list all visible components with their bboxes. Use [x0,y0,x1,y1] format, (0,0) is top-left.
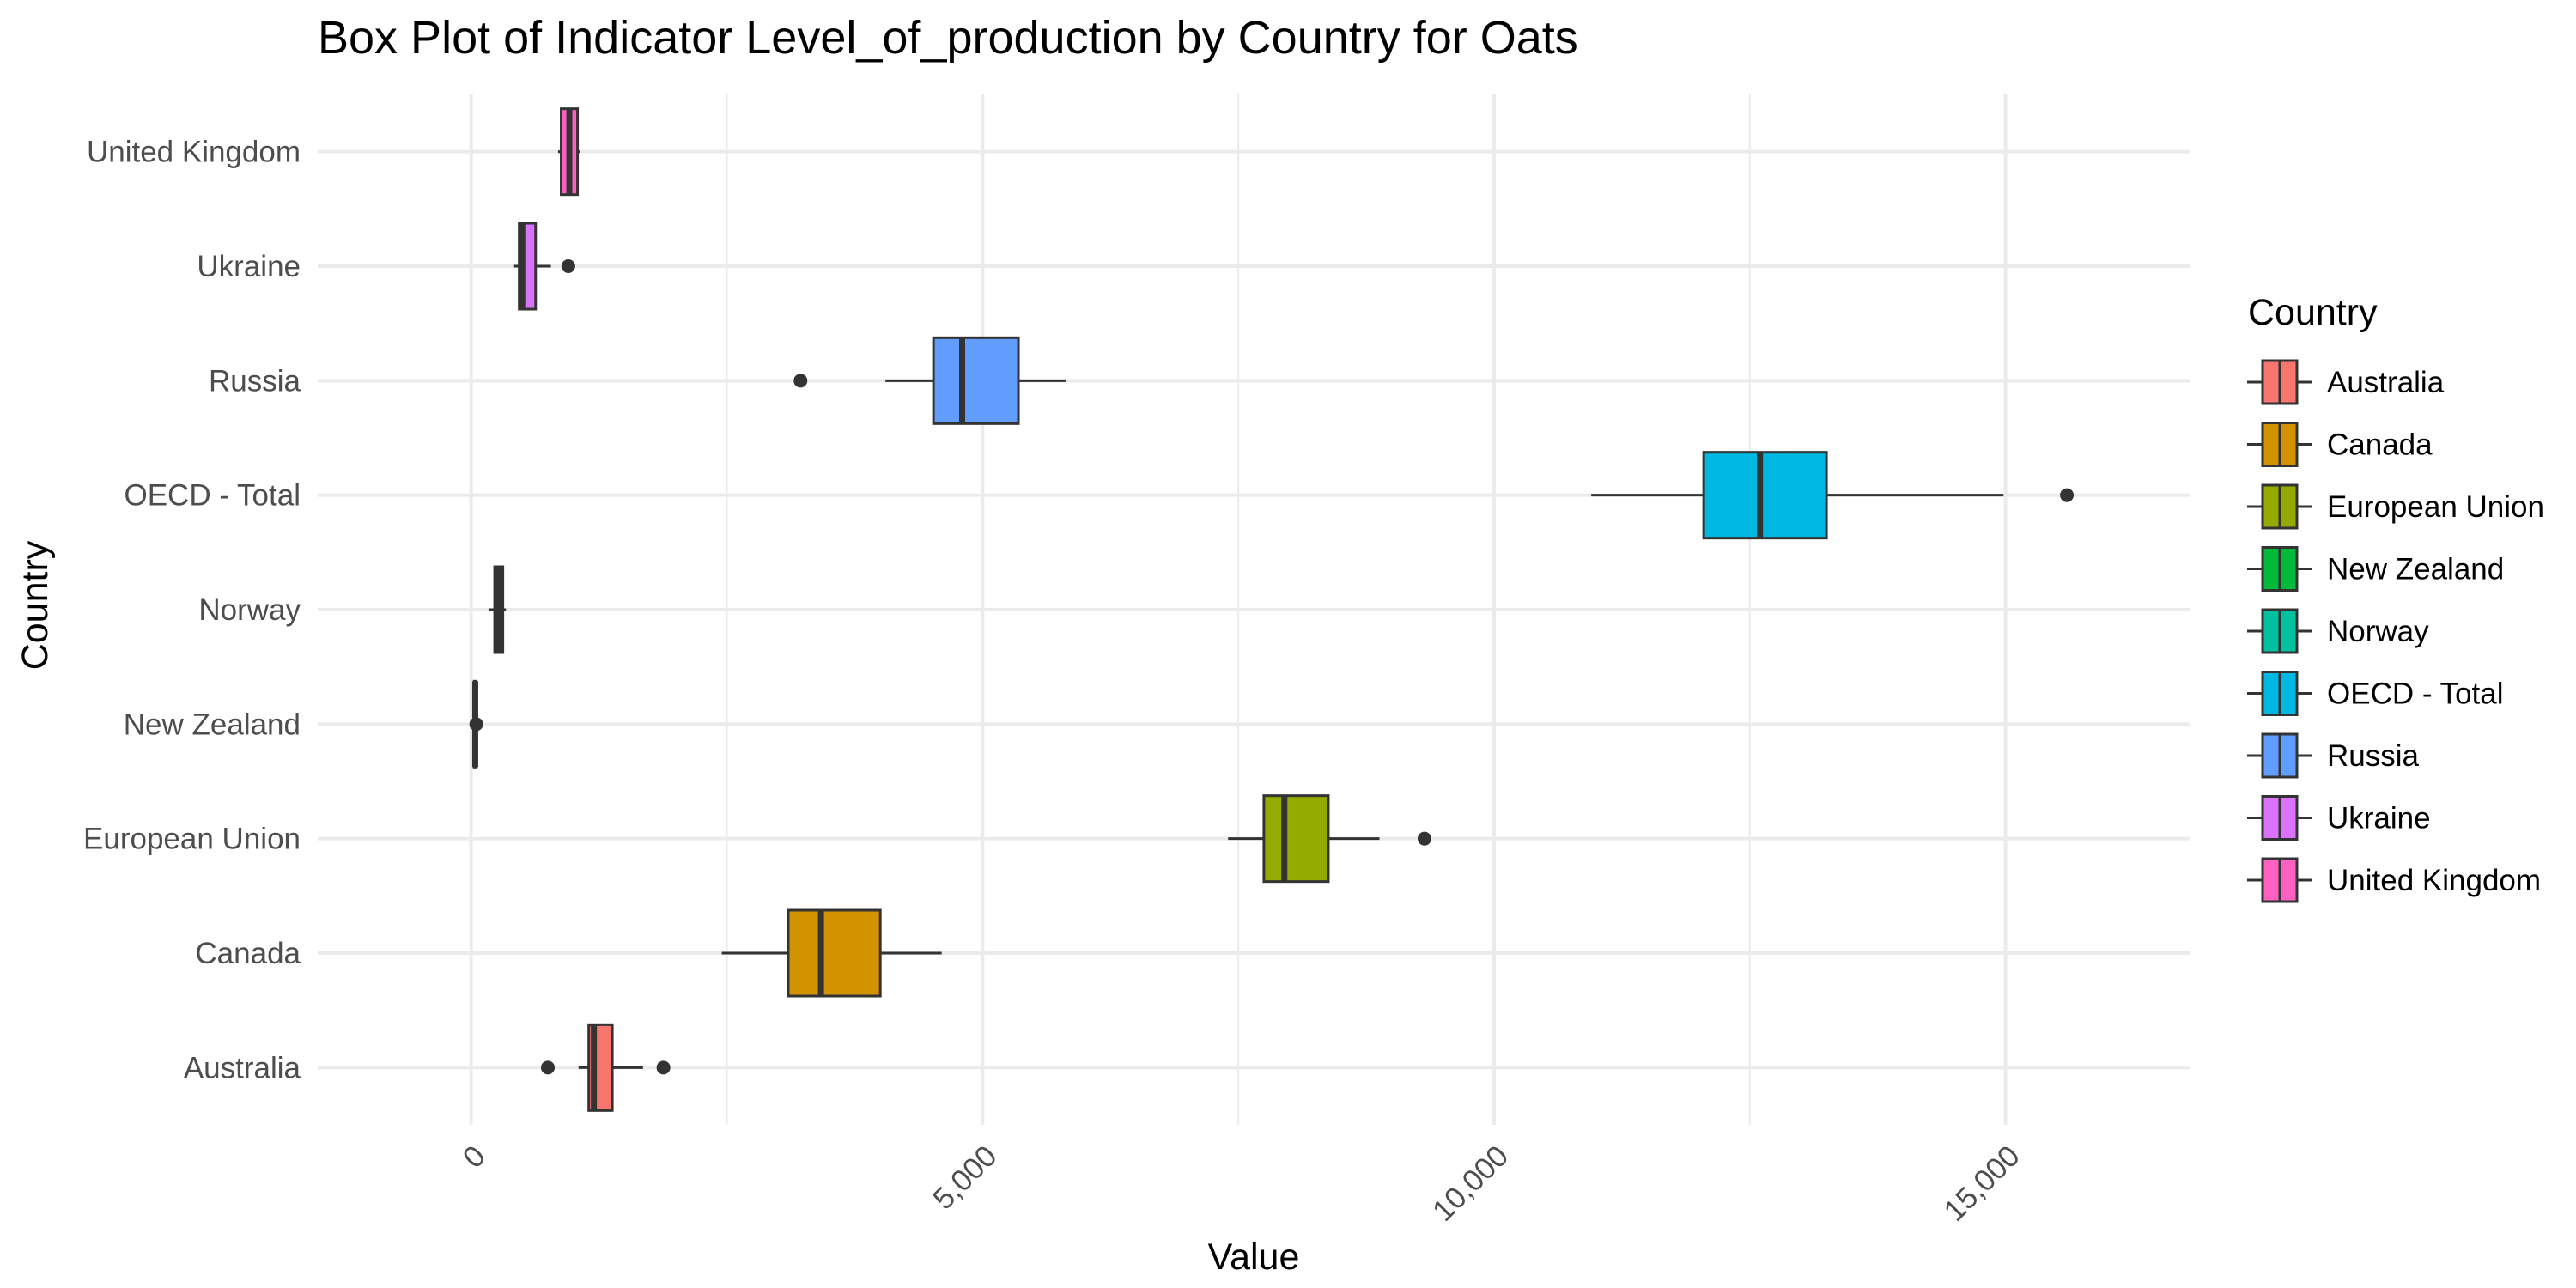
outlier-point [469,717,483,732]
legend-label: United Kingdom [2327,864,2541,897]
y-tick-label: Ukraine [197,250,301,283]
y-tick-label: New Zealand [124,708,301,741]
x-tick-label: 10,000 [1426,1139,1515,1228]
y-tick-label: OECD - Total [124,479,301,513]
box [932,336,1020,425]
box [1702,451,1828,540]
legend-label: Norway [2327,615,2429,648]
y-tick-label: Russia [209,364,301,398]
box [787,908,882,998]
x-tick-label: 5,000 [927,1139,1004,1217]
legend-label: Australia [2327,366,2445,399]
legend-label: Ukraine [2327,802,2431,835]
chart-title: Box Plot of Indicator Level_of_productio… [318,12,1578,64]
x-axis-tick-labels: 0 5,000 10,000 15,000 [457,1139,2026,1228]
legend-label: Canada [2327,428,2433,462]
legend-label: OECD - Total [2327,677,2504,711]
legend-title: Country [2248,292,2378,333]
y-axis-title: Country [15,540,56,670]
x-axis-title: Value [1208,1236,1300,1278]
outlier-point [656,1060,671,1075]
outlier-point [1417,831,1431,846]
outlier-point [561,259,575,273]
y-axis-tick-labels: Australia Canada European Union New Zealand… [83,136,301,1085]
legend-label: New Zealand [2327,553,2504,586]
outlier-point [2060,488,2075,502]
y-tick-label: United Kingdom [87,136,301,169]
y-tick-label: Australia [184,1051,301,1084]
y-tick-label: Canada [195,937,301,970]
y-tick-label: Norway [198,593,301,627]
legend-label: Russia [2327,739,2420,773]
x-tick-label: 15,000 [1938,1139,2026,1228]
box [1262,794,1330,884]
y-tick-label: European Union [83,823,301,856]
boxes [469,107,2075,1112]
outlier-point [793,374,808,388]
grid-lines [318,94,2190,1125]
legend-label: European Union [2327,490,2544,524]
x-tick-label: 0 [457,1139,492,1175]
legend: Australia Canada European Union New Zealand… [2247,359,2544,903]
outlier-point [541,1060,556,1075]
